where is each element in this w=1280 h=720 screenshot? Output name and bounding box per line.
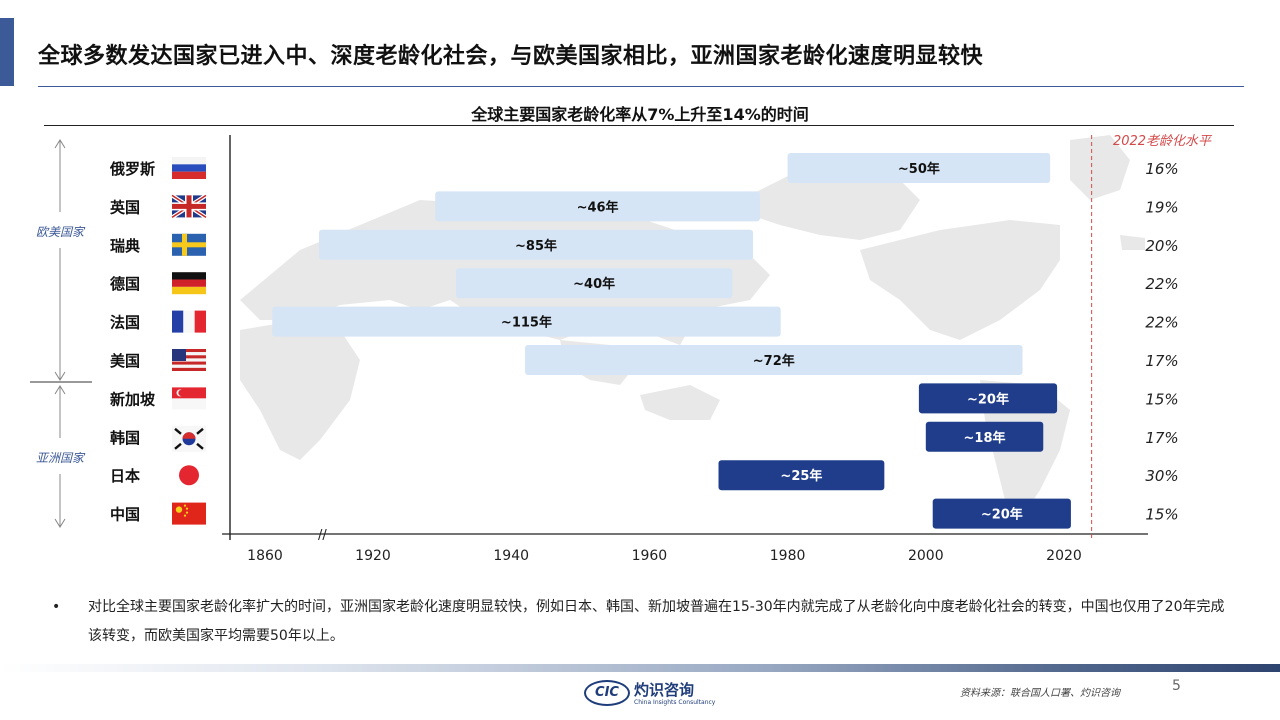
axis-break-mark: // [318,528,327,543]
aging-rate-2022: 19% [1145,198,1178,216]
aging-rate-2022: 16% [1145,160,1178,178]
japan-flag [179,465,199,486]
x-tick-label: 2000 [908,548,944,564]
aging-rate-2022: 20% [1145,237,1178,255]
title-divider [38,86,1244,87]
group-label: 亚洲国家 [36,451,86,465]
chart-row-8: 日本 ~25年 30% [110,460,1179,491]
chart-top-rule [44,125,1234,126]
aging-rate-2022: 22% [1145,314,1178,332]
duration-bar [925,421,1044,452]
duration-bar [319,229,754,260]
map-landmass [1120,235,1145,250]
duration-bar [272,306,781,337]
aging-rate-2022: 17% [1145,429,1178,447]
sweden-flag [172,233,206,256]
x-tick-label: 1860 [247,548,283,564]
aging-rate-2022: 15% [1145,506,1178,524]
country-label: 新加坡 [110,390,155,408]
duration-label: ~115年 [501,315,552,331]
country-label: 俄罗斯 [109,160,155,178]
china-flag [172,502,206,525]
singapore-flag [172,387,206,410]
map-landmass [740,165,920,240]
chart-row-5: 美国 ~72年 17% [110,345,1179,375]
x-tick-label: 2020 [1046,548,1082,564]
chart-row-4: 法国 ~115年 22% [110,306,1179,337]
aging-rate-2022: 17% [1145,352,1178,370]
aging-rate-2022: 22% [1145,275,1178,293]
x-tick-label: 1980 [770,548,806,564]
bullet-marker: • [52,599,61,615]
reference-line-label: 2022老龄化水平 [1113,134,1213,149]
country-label: 美国 [110,352,140,370]
country-label: 法国 [110,314,140,332]
duration-bar [787,153,1051,183]
x-tick-label: 1940 [493,548,529,564]
country-label: 瑞典 [110,237,140,255]
aging-rate-2022: 15% [1145,390,1178,408]
chart-row-2: 瑞典 ~85年 20% [110,229,1179,260]
country-label: 英国 [110,198,140,216]
title-accent-bar [0,18,14,86]
source-note: 资料来源：联合国人口署、灼识咨询 [960,688,1120,699]
slide-title: 全球多数发达国家已进入中、深度老龄化社会，与欧美国家相比，亚洲国家老龄化速度明显… [38,44,984,69]
map-landmass [240,320,360,460]
uk-flag [170,193,208,220]
aging-rate-2022: 30% [1145,467,1178,485]
arrow-up-icon [54,385,66,395]
page-number: 5 [1172,678,1181,694]
map-landmass [640,385,720,420]
country-label: 中国 [110,506,140,524]
summary-bullet: • 对比全球主要国家老龄化率扩大的时间，亚洲国家老龄化速度明显较快，例如日本、韩… [52,593,1228,651]
duration-bar [718,460,885,491]
logo-mark: CIC [584,680,630,706]
duration-label: ~72年 [753,353,795,369]
duration-label: ~50年 [898,161,940,177]
duration-bar [455,268,733,299]
duration-label: ~46年 [577,199,619,215]
duration-label: ~40年 [573,276,615,292]
germany-flag [172,272,206,295]
duration-bar [932,498,1071,529]
france-flag [172,310,206,333]
chart-row-3: 德国 ~40年 22% [110,268,1179,299]
usa-flag [172,349,206,371]
russia-flag [172,157,206,179]
chart-title: 全球主要国家老龄化率从7%上升至14%的时间 [471,105,809,124]
chart-row-6: 新加坡 ~20年 15% [110,383,1179,414]
duration-bar [525,345,1023,375]
duration-label: ~20年 [967,391,1009,407]
country-label: 日本 [110,467,140,485]
logo-chinese-name: 灼识咨询 [634,681,695,699]
country-label: 韩国 [110,429,140,447]
duration-label: ~85年 [515,238,557,254]
chart-row-0: 俄罗斯 ~50年 16% [109,153,1179,183]
logo-english-name: China Insights Consultancy [634,699,716,706]
map-landmass [860,220,1060,340]
duration-bar [918,383,1058,414]
korea-flag [172,425,206,452]
arrow-down-icon [54,518,66,528]
summary-text: 对比全球主要国家老龄化率扩大的时间，亚洲国家老龄化速度明显较快，例如日本、韩国、… [88,599,1225,644]
chart-row-9: 中国 ~20年 15% [110,498,1179,529]
group-label: 欧美国家 [36,225,86,239]
chart-rows: 俄罗斯 ~50年 16% 英国 ~46年 19% 瑞典 ~85年 20% 德国 ~40年 22% 法国 ~… [109,153,1179,529]
map-landmass [1070,135,1130,200]
duration-label: ~18年 [964,430,1006,446]
chart-row-1: 英国 ~46年 19% [110,191,1179,222]
footer-band [0,664,1280,672]
arrow-down-icon [54,371,66,381]
x-tick-label: 1960 [632,548,668,564]
duration-label: ~20年 [981,507,1023,523]
chart-row-7: 韩国 ~18年 17% [110,421,1179,452]
duration-bar [435,191,760,222]
arrow-up-icon [54,139,66,149]
duration-label: ~25年 [780,468,822,484]
x-tick-label: 1920 [355,548,391,564]
chart-axes: 1860 1920 1940 1960 1980 2000 2020 // 2022老龄化水平 [222,134,1213,564]
country-label: 德国 [110,275,140,293]
